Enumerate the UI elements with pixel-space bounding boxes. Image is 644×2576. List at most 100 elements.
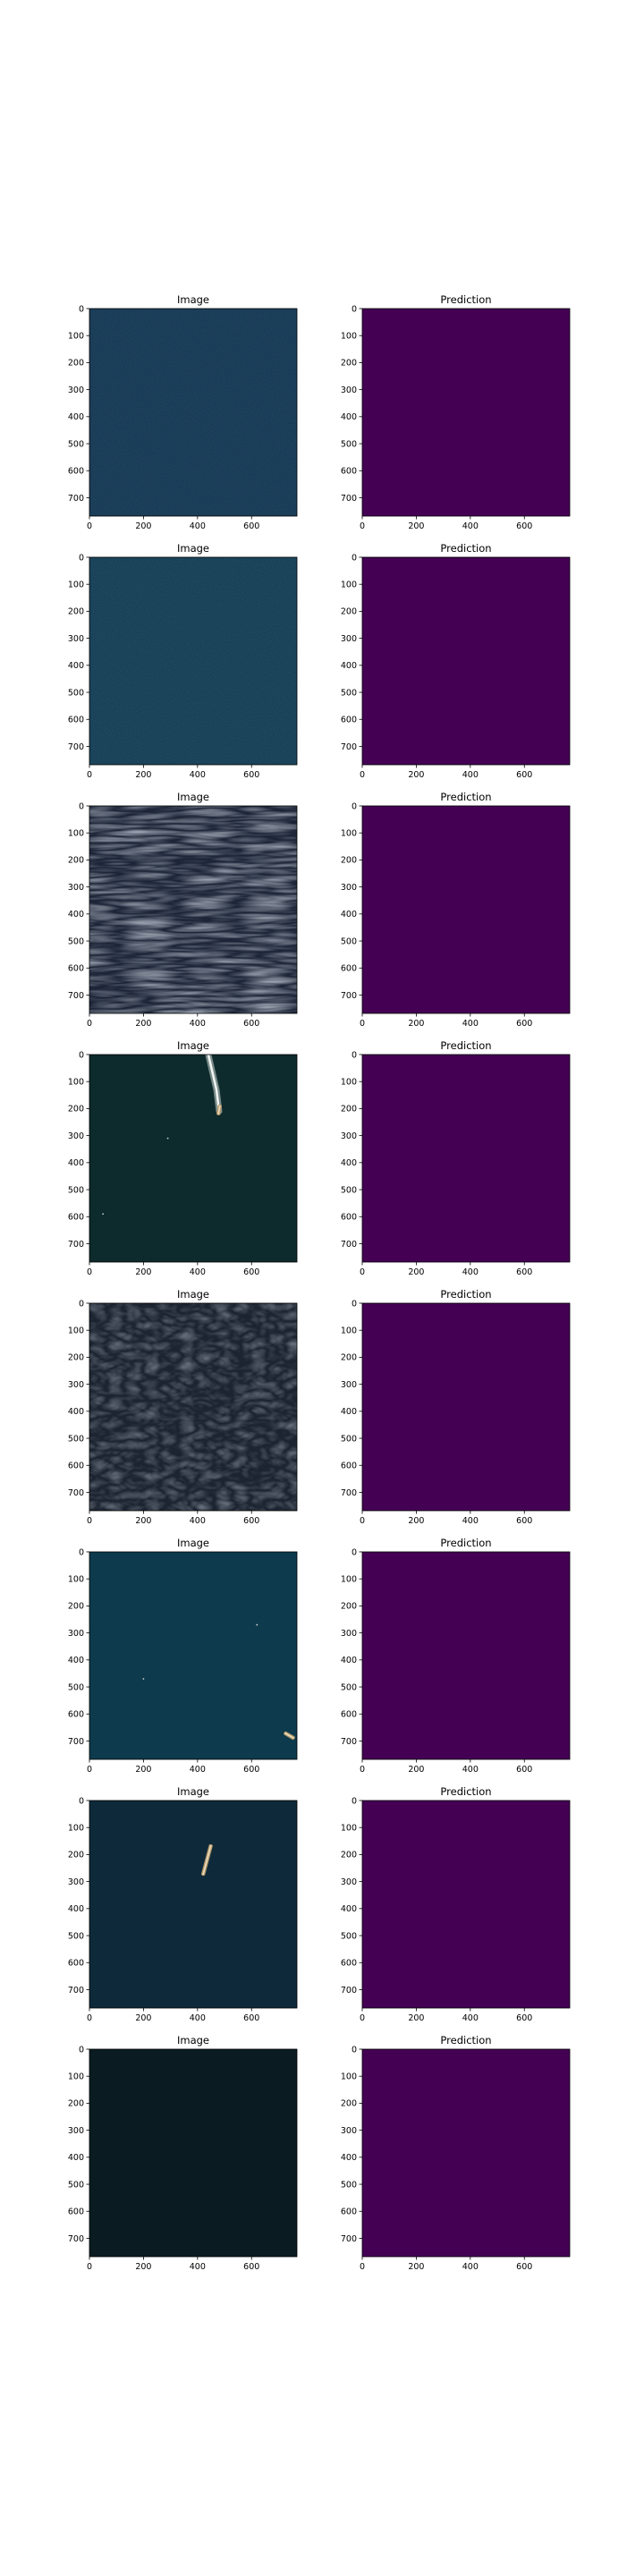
x-tick-label: 200 <box>135 1765 151 1775</box>
x-tick-label: 400 <box>462 2013 479 2023</box>
sea-texture <box>89 1303 297 1511</box>
panel-title: Image <box>177 293 209 306</box>
axes-frame <box>89 1800 298 2009</box>
y-tick-label: 600 <box>341 716 357 725</box>
image-area <box>89 1552 297 1759</box>
x-tick-label: 0 <box>87 1019 92 1029</box>
axes-frame <box>361 1800 571 2009</box>
subplot-mask-5: Prediction 0 200 400 600 0 100 200 300 400 500 600 7… <box>341 1537 571 1775</box>
y-tick-label: 0 <box>352 304 357 314</box>
y-tick-label: 700 <box>68 494 84 504</box>
y-tick-label: 500 <box>341 1434 357 1444</box>
y-tick-label: 300 <box>68 1629 84 1639</box>
panel-title: Image <box>177 2034 209 2046</box>
prediction-mask <box>362 1303 570 1511</box>
y-tick-label: 100 <box>68 1326 84 1336</box>
y-tick-label: 500 <box>341 1931 357 1941</box>
subplot-mask-7: Prediction 0 200 400 600 0 100 200 300 400 500 600 7… <box>341 2034 571 2272</box>
subplot-image-6: Image 0 200 400 600 0 100 200 300 400 500 600 700 <box>68 1785 298 2023</box>
y-tick-label: 300 <box>341 386 357 395</box>
mask-area <box>362 1801 570 2008</box>
y-tick-label: 300 <box>341 1629 357 1639</box>
subplot-mask-0: Prediction 0 200 400 600 0 100 200 300 400 500 600 7… <box>341 293 571 531</box>
y-tick-label: 500 <box>341 439 357 449</box>
small-object <box>142 1678 145 1680</box>
axes-frame <box>89 556 298 766</box>
x-tick-label: 0 <box>360 521 365 531</box>
small-object <box>256 1623 258 1626</box>
x-tick-label: 600 <box>243 2262 259 2272</box>
ship <box>201 1843 213 1877</box>
y-tick-label: 200 <box>341 607 357 617</box>
subplot-mask-6: Prediction 0 200 400 600 0 100 200 300 400 500 600 7… <box>341 1785 571 2023</box>
x-tick-label: 600 <box>516 2262 532 2272</box>
y-tick-label: 500 <box>341 688 357 698</box>
y-tick-label: 0 <box>352 1299 357 1309</box>
y-tick-label: 0 <box>79 1796 84 1806</box>
x-tick-label: 0 <box>87 2013 92 2023</box>
subplot-mask-1: Prediction 0 200 400 600 0 100 200 300 400 500 600 7… <box>341 542 571 780</box>
panel-title: Image <box>177 791 209 803</box>
mask-area <box>362 309 570 516</box>
x-tick-label: 600 <box>243 1765 259 1775</box>
axes-frame <box>361 805 571 1014</box>
y-tick-label: 300 <box>68 386 84 395</box>
y-tick-label: 200 <box>341 1353 357 1363</box>
image-area <box>89 806 297 1013</box>
x-tick-label: 200 <box>408 1765 424 1775</box>
prediction-mask <box>362 1055 570 1262</box>
sea-texture <box>89 309 297 516</box>
y-tick-label: 100 <box>341 580 357 590</box>
y-tick-label: 200 <box>68 1851 84 1860</box>
subplot-image-7: Image 0 200 400 600 0 100 200 300 400 500 600 700 <box>68 2034 298 2272</box>
y-tick-label: 200 <box>68 856 84 866</box>
x-tick-label: 0 <box>87 1765 92 1775</box>
y-tick-label: 700 <box>68 1240 84 1250</box>
subplot-image-1: Image 0 200 400 600 0 100 200 300 400 500 600 700 <box>68 542 298 780</box>
y-tick-label: 200 <box>68 1105 84 1114</box>
y-tick-label: 500 <box>68 1434 84 1444</box>
x-tick-label: 200 <box>135 2262 151 2272</box>
x-tick-label: 400 <box>462 770 479 780</box>
sea-image <box>89 1801 297 2008</box>
y-tick-label: 200 <box>341 359 357 369</box>
y-tick-label: 300 <box>68 634 84 644</box>
y-tick-label: 200 <box>341 856 357 866</box>
x-tick-label: 200 <box>135 1019 151 1029</box>
y-tick-label: 400 <box>341 1158 357 1168</box>
mask-area <box>362 2049 570 2257</box>
x-tick-label: 400 <box>190 1019 206 1029</box>
y-tick-label: 600 <box>68 1710 84 1720</box>
x-tick-label: 200 <box>408 2262 424 2272</box>
y-tick-label: 700 <box>341 1986 357 1996</box>
x-tick-label: 200 <box>408 1516 424 1526</box>
y-tick-label: 300 <box>341 2126 357 2136</box>
prediction-mask <box>362 1801 570 2008</box>
mask-area <box>362 806 570 1013</box>
subplot-mask-2: Prediction 0 200 400 600 0 100 200 300 400 500 600 7… <box>341 791 571 1029</box>
y-tick-label: 300 <box>341 883 357 893</box>
y-tick-label: 400 <box>341 1656 357 1665</box>
y-tick-label: 700 <box>341 494 357 504</box>
small-object <box>166 1137 169 1140</box>
y-tick-label: 600 <box>341 1959 357 1969</box>
x-tick-label: 600 <box>516 1765 532 1775</box>
x-tick-label: 0 <box>87 2262 92 2272</box>
x-tick-label: 400 <box>462 1765 479 1775</box>
small-object <box>102 1213 105 1216</box>
y-tick-label: 600 <box>68 2207 84 2217</box>
ship <box>216 1104 222 1115</box>
panel-title: Prediction <box>440 1288 491 1301</box>
y-tick-label: 500 <box>341 1682 357 1692</box>
y-tick-label: 200 <box>68 2099 84 2109</box>
sea-texture <box>89 806 297 1013</box>
y-tick-label: 300 <box>68 2126 84 2136</box>
x-tick-label: 0 <box>360 1516 365 1526</box>
y-tick-label: 700 <box>68 1737 84 1747</box>
subplot-image-0: Image 0 200 400 600 0 100 200 300 400 500 600 700 <box>68 293 298 531</box>
y-tick-label: 300 <box>68 1380 84 1390</box>
x-tick-label: 400 <box>462 521 479 531</box>
y-tick-label: 400 <box>341 1904 357 1914</box>
x-tick-label: 200 <box>408 1267 424 1277</box>
y-tick-label: 400 <box>341 661 357 671</box>
